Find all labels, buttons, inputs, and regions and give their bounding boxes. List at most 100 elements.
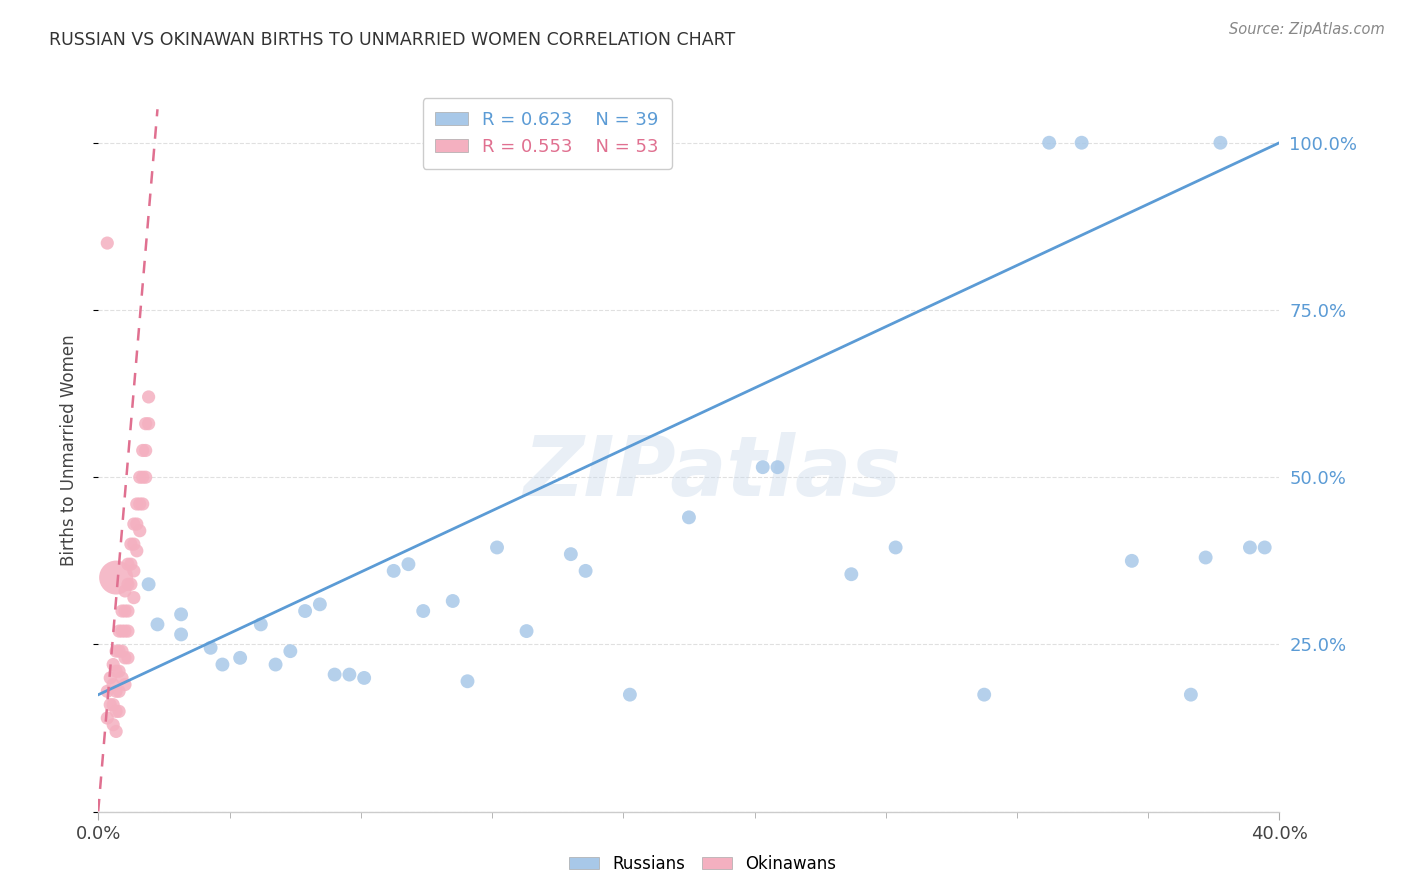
Point xyxy=(170,627,193,641)
Point xyxy=(138,577,160,591)
Point xyxy=(339,667,361,681)
Point xyxy=(111,624,134,639)
Point xyxy=(441,594,464,608)
Point xyxy=(117,604,139,618)
Point xyxy=(132,497,155,511)
Point xyxy=(125,497,148,511)
Point xyxy=(120,537,142,551)
Point xyxy=(120,557,142,572)
Point xyxy=(108,705,131,719)
Point xyxy=(678,510,700,524)
Point xyxy=(1121,554,1143,568)
Point xyxy=(108,684,131,698)
Point xyxy=(264,657,287,672)
Point xyxy=(135,417,157,431)
Point xyxy=(96,236,118,251)
Point xyxy=(250,617,273,632)
Text: Source: ZipAtlas.com: Source: ZipAtlas.com xyxy=(1229,22,1385,37)
Point xyxy=(229,651,252,665)
Point xyxy=(457,674,479,689)
Point xyxy=(766,460,789,475)
Point xyxy=(1070,136,1092,150)
Point xyxy=(309,598,332,612)
Point xyxy=(108,644,131,658)
Point xyxy=(117,624,139,639)
Point xyxy=(486,541,509,555)
Legend: Russians, Okinawans: Russians, Okinawans xyxy=(562,848,844,880)
Point xyxy=(117,577,139,591)
Point xyxy=(114,624,136,639)
Point xyxy=(103,657,125,672)
Point xyxy=(211,657,233,672)
Point xyxy=(125,517,148,532)
Point xyxy=(114,584,136,599)
Point xyxy=(841,567,863,582)
Point xyxy=(105,724,128,739)
Point xyxy=(280,644,302,658)
Point xyxy=(108,624,131,639)
Point xyxy=(105,684,128,698)
Y-axis label: Births to Unmarried Women: Births to Unmarried Women xyxy=(59,334,77,566)
Point xyxy=(1180,688,1202,702)
Point xyxy=(132,443,155,458)
Point xyxy=(516,624,538,639)
Point xyxy=(122,517,145,532)
Point xyxy=(1209,136,1232,150)
Point xyxy=(884,541,907,555)
Point xyxy=(200,640,222,655)
Point xyxy=(96,684,118,698)
Point xyxy=(117,557,139,572)
Point xyxy=(103,698,125,712)
Point xyxy=(114,651,136,665)
Point xyxy=(135,470,157,484)
Point xyxy=(122,537,145,551)
Point xyxy=(619,688,641,702)
Point xyxy=(973,688,995,702)
Point xyxy=(1195,550,1218,565)
Point xyxy=(575,564,598,578)
Point xyxy=(122,591,145,605)
Point xyxy=(96,711,118,725)
Point xyxy=(128,524,150,538)
Point xyxy=(398,557,420,572)
Point xyxy=(294,604,316,618)
Point xyxy=(122,564,145,578)
Point xyxy=(560,547,582,561)
Point xyxy=(135,443,157,458)
Point xyxy=(323,667,346,681)
Point xyxy=(114,678,136,692)
Point xyxy=(111,604,134,618)
Point xyxy=(120,577,142,591)
Point xyxy=(1239,541,1261,555)
Point xyxy=(103,717,125,731)
Point xyxy=(103,678,125,692)
Point xyxy=(353,671,375,685)
Point xyxy=(146,617,169,632)
Point xyxy=(132,470,155,484)
Point xyxy=(111,671,134,685)
Point xyxy=(117,651,139,665)
Point xyxy=(125,543,148,558)
Point xyxy=(1038,136,1060,150)
Point xyxy=(382,564,405,578)
Point xyxy=(138,417,160,431)
Point xyxy=(138,390,160,404)
Point xyxy=(98,698,121,712)
Point xyxy=(105,571,128,585)
Point xyxy=(752,460,775,475)
Point xyxy=(128,497,150,511)
Legend: R = 0.623    N = 39, R = 0.553    N = 53: R = 0.623 N = 39, R = 0.553 N = 53 xyxy=(423,98,672,169)
Point xyxy=(412,604,434,618)
Text: ZIPatlas: ZIPatlas xyxy=(523,432,901,513)
Point xyxy=(170,607,193,622)
Point xyxy=(1254,541,1277,555)
Point xyxy=(105,705,128,719)
Point xyxy=(105,664,128,679)
Point xyxy=(128,470,150,484)
Point xyxy=(105,644,128,658)
Point xyxy=(111,644,134,658)
Text: RUSSIAN VS OKINAWAN BIRTHS TO UNMARRIED WOMEN CORRELATION CHART: RUSSIAN VS OKINAWAN BIRTHS TO UNMARRIED … xyxy=(49,31,735,49)
Point xyxy=(108,664,131,679)
Point xyxy=(114,604,136,618)
Point xyxy=(98,671,121,685)
